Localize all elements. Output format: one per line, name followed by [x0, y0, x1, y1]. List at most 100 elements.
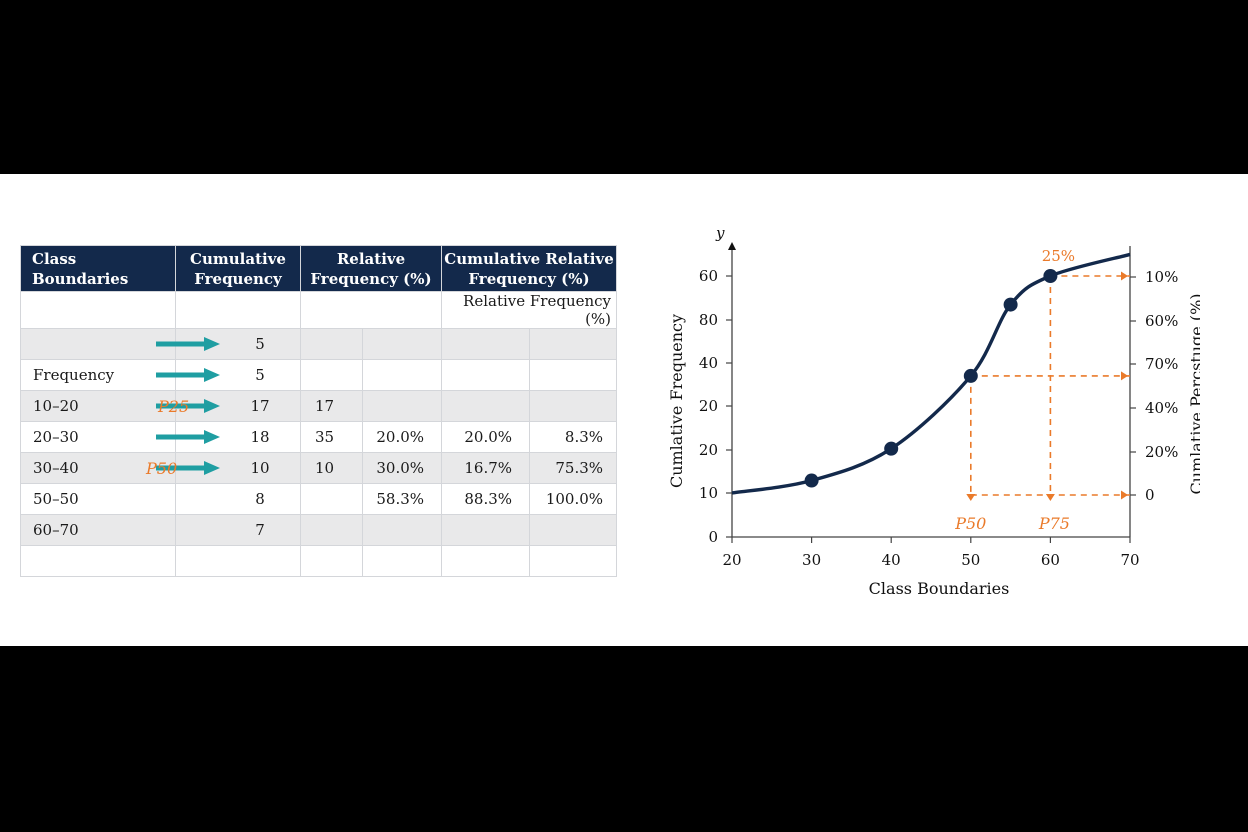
table-cell [20, 291, 176, 329]
header-relative-frequency: Relative Frequency (%) [299, 245, 443, 292]
cumulative-relative-cell [529, 514, 618, 546]
relative-frequency-cell [300, 514, 363, 546]
table-row: 50–50 8 58.3% 88.3% 100.0% [20, 483, 618, 515]
header-class-boundaries: Class Boundaries [20, 245, 176, 292]
class-boundary-cell: 30–40 [20, 452, 176, 484]
relative-frequency-cell [300, 359, 363, 391]
cumulative-frequency-cell: 5 [156, 328, 301, 360]
cumulative-frequency-chart: y 0 10 20 20 40 80 60 0 20% 40% 70% 60% 10% 20 30 40 50 60… [667, 224, 1200, 598]
cumulative-frequency-cell: 8 [175, 483, 301, 515]
cumulative-frequency-curve [731, 252, 1131, 495]
table-row: 5 [20, 328, 618, 360]
header-cumulative-relative-frequency: Cumulative Relative Frequency (%) [441, 245, 618, 292]
relative-percent-cell [361, 390, 443, 422]
x-tick-label: 30 [802, 551, 821, 569]
cumulative-relative-cell [441, 514, 531, 546]
cumulative-frequency-value: 5 [255, 335, 265, 353]
arrow-right-icon [156, 337, 220, 355]
x-tick-label: 20 [722, 551, 741, 569]
arrowhead-down-icon [966, 494, 976, 501]
arrow-right-icon [156, 430, 220, 448]
y-tick-label: 0 [708, 528, 718, 546]
x-tick-label: 50 [961, 551, 980, 569]
relative-frequency-cell: 17 [300, 390, 363, 422]
class-boundary-cell: 60–70 [20, 514, 176, 546]
arrowhead-right-icon [1121, 271, 1128, 281]
percent-annotation: 25% [1042, 247, 1075, 265]
cumulative-relative-cell: 16.7% [441, 452, 531, 484]
class-boundary-cell: 50–50 [20, 483, 176, 515]
data-point [884, 441, 899, 456]
y2-tick-label: 10% [1145, 268, 1178, 286]
cumulative-frequency-cell: P25 17 [156, 390, 301, 422]
relative-frequency-cell [300, 328, 363, 360]
class-boundary-cell [20, 545, 176, 577]
y2-tick-label: 20% [1145, 443, 1178, 461]
y2-tick-label: 40% [1145, 399, 1178, 417]
relative-percent-cell [361, 359, 443, 391]
cumulative-relative-cell: 75.3% [529, 452, 618, 484]
y-tick-label: 10 [699, 484, 718, 502]
table-row: 60–70 7 [20, 514, 618, 546]
cumulative-frequency-cell: 7 [175, 514, 301, 546]
percentile-label: P25 [158, 397, 190, 416]
frequency-table: Class Boundaries Cumulative Frequency Re… [20, 245, 618, 577]
cumulative-relative-cell [441, 390, 531, 422]
cumulative-relative-cell [529, 390, 618, 422]
cumulative-frequency-value: 17 [250, 397, 270, 415]
data-point [1043, 269, 1058, 283]
cumulative-relative-cell: 20.0% [441, 421, 531, 453]
y-tick-label: 40 [699, 354, 718, 372]
y2-tick-label: 60% [1145, 312, 1178, 330]
table-cell [175, 291, 301, 329]
cumulative-relative-cell [441, 545, 531, 577]
cumulative-frequency-value: 5 [255, 366, 265, 384]
x-tick-label: 60 [1041, 551, 1060, 569]
class-boundary-cell [20, 328, 176, 360]
y-axis-title: Cumlative Frequency [667, 314, 686, 488]
table-subheader-row: Relative Frequency (%) [20, 291, 618, 329]
class-boundary-cell: 10–20 [20, 390, 176, 422]
arrow-right-icon [156, 461, 220, 479]
cumulative-frequency-value: 8 [255, 490, 265, 508]
y-tick-label: 20 [699, 397, 718, 415]
table-row: 30–40 P50 10 10 30.0% 16.7% 75.3% [20, 452, 618, 484]
percentile-label: P50 [146, 459, 178, 478]
class-boundary-cell: 20–30 [20, 421, 176, 453]
cumulative-relative-cell: 8.3% [529, 421, 618, 453]
arrow-right-icon [156, 399, 220, 417]
cumulative-frequency-cell: P50 10 [146, 452, 301, 484]
arrowhead-down-icon [1045, 494, 1055, 501]
cumulative-relative-cell [529, 359, 618, 391]
y-tick-label: 60 [699, 267, 718, 285]
table-row: Frequency 5 [20, 359, 618, 391]
cumulative-frequency-value: 7 [255, 521, 265, 539]
y-axis-symbol: y [715, 224, 725, 242]
cumulative-frequency-value: 10 [250, 459, 270, 477]
cumulative-relative-cell [529, 545, 618, 577]
arrowhead-right-icon [1121, 490, 1128, 500]
cumulative-relative-cell [529, 328, 618, 360]
cumulative-frequency-cell: 5 [156, 359, 301, 391]
data-point [1003, 297, 1018, 312]
y-axis-arrow-icon [728, 242, 736, 250]
x-axis-title: Class Boundaries [869, 579, 1010, 598]
table-header-row: Class Boundaries Cumulative Frequency Re… [20, 245, 618, 292]
x-tick-label: 40 [882, 551, 901, 569]
relative-percent-cell: 58.3% [361, 483, 443, 515]
relative-frequency-cell [300, 545, 363, 577]
table-row: 10–20 P25 17 17 [20, 390, 618, 422]
y-tick-label: 20 [699, 441, 718, 459]
cumulative-relative-cell [441, 359, 531, 391]
cumulative-frequency-cell [175, 545, 301, 577]
cumulative-relative-cell: 100.0% [529, 483, 618, 515]
data-point [963, 368, 978, 383]
relative-frequency-cell: 10 [300, 452, 363, 484]
table-row: 20–30 18 35 20.0% 20.0% 8.3% [20, 421, 618, 453]
y2-tick-label: 70% [1145, 355, 1178, 373]
arrow-right-icon [156, 368, 220, 386]
relative-percent-cell: 20.0% [361, 421, 443, 453]
cumulative-frequency-value: 18 [250, 428, 270, 446]
table-cell [299, 291, 443, 329]
relative-percent-cell: 30.0% [361, 452, 443, 484]
